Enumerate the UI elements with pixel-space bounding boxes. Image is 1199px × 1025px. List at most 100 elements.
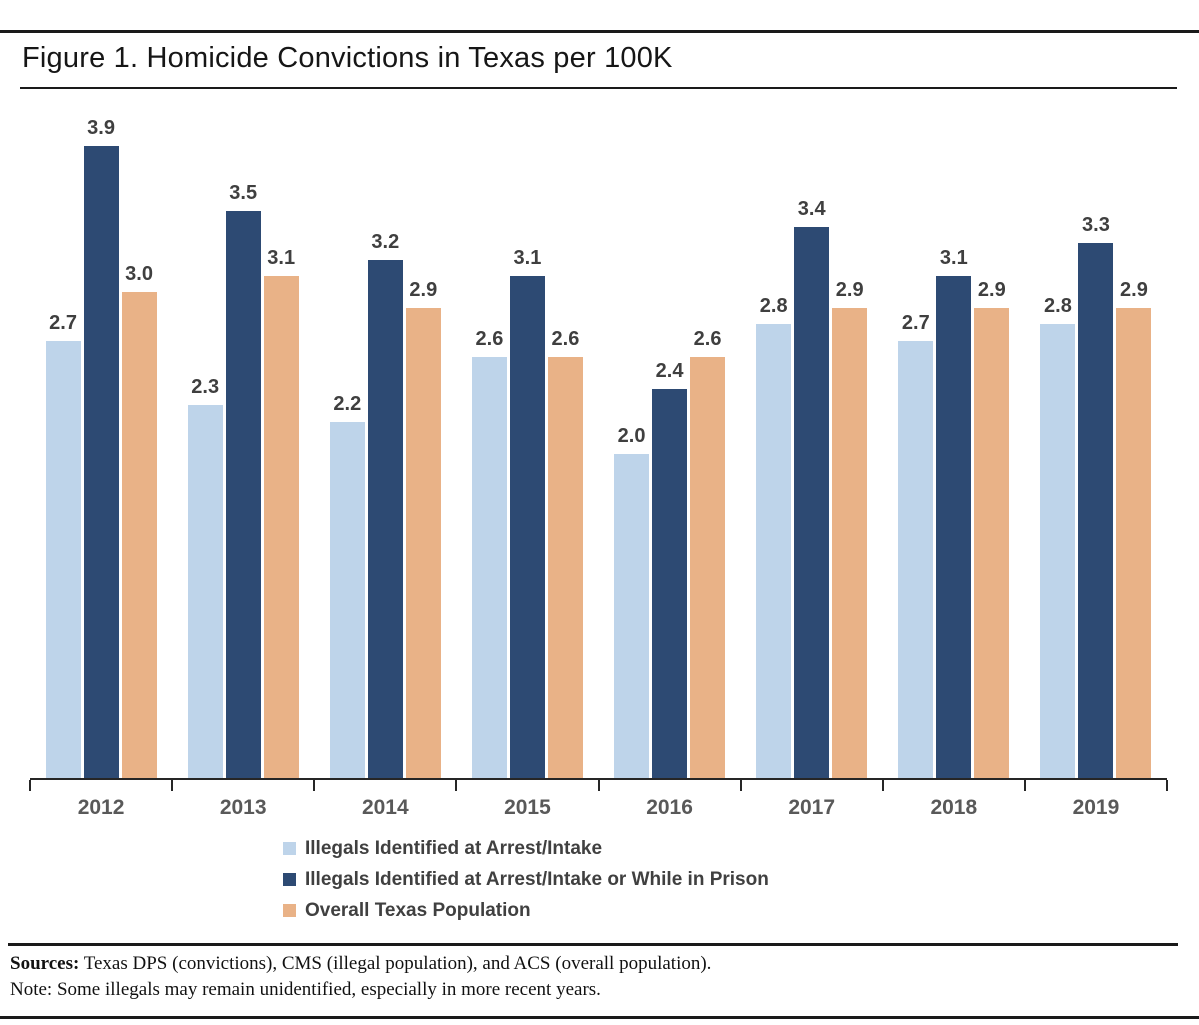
legend-item: Illegals Identified at Arrest/Intake: [283, 836, 769, 861]
bar-wrap: 2.6: [690, 327, 726, 778]
bar-value-label: 2.6: [693, 327, 722, 350]
bar: [614, 454, 650, 778]
bar-value-label: 3.4: [797, 198, 826, 221]
bar-wrap: 2.8: [1040, 295, 1076, 778]
x-tick-label-2017: 2017: [788, 796, 836, 819]
bar: [936, 275, 972, 778]
sources-text: Texas DPS (convictions), CMS (illegal po…: [79, 953, 712, 974]
axis-tick: [29, 780, 31, 791]
bar: [690, 356, 726, 778]
sources-label: Sources:: [10, 953, 80, 974]
bar: [329, 421, 365, 778]
bar-value-label: 2.0: [617, 425, 646, 447]
bar-wrap: 2.9: [832, 279, 868, 778]
legend-item-label: Overall Texas Population: [305, 899, 531, 921]
bar-wrap: 3.9: [83, 117, 119, 778]
bar: [794, 227, 830, 778]
bar: [187, 405, 223, 778]
bar-wrap: 2.8: [756, 295, 792, 778]
bar-value-label: 3.3: [1082, 214, 1110, 237]
bar-wrap: 3.5: [225, 182, 261, 778]
bar: [83, 146, 119, 778]
bar: [547, 356, 583, 778]
axis-tick: [597, 780, 600, 791]
chart-legend: Illegals Identified at Arrest/Intake Ille…: [283, 836, 769, 929]
x-tick-label-2015: 2015: [504, 796, 551, 819]
bar-group-2017: 2.8 3.4 2.9: [741, 100, 883, 778]
bar-wrap: 3.0: [121, 263, 157, 778]
x-tick-label-2018: 2018: [930, 796, 978, 819]
bottom-divider: [0, 1016, 1199, 1019]
legend-item: Illegals Identified at Arrest/Intake or …: [283, 867, 769, 892]
sources-line: Sources: Texas DPS (convictions), CMS (i…: [10, 951, 1180, 977]
bar-wrap: 2.2: [329, 392, 365, 778]
bar: [1078, 243, 1114, 778]
legend-swatch-icon: [283, 904, 296, 917]
legend-swatch-icon: [283, 873, 296, 886]
bar: [832, 308, 868, 778]
axis-tick: [455, 780, 458, 791]
axis-tick: [171, 780, 174, 791]
bar-value-label: 2.8: [1044, 295, 1072, 318]
bar: [509, 275, 545, 778]
bar-wrap: 2.6: [547, 327, 583, 778]
bar: [1116, 308, 1152, 778]
x-tick-label-2016: 2016: [646, 796, 693, 819]
bar-value-label: 3.1: [939, 246, 968, 269]
bar-wrap: 3.4: [794, 198, 830, 778]
bar-value-label: 2.9: [835, 279, 864, 302]
bar: [974, 308, 1010, 778]
bar-wrap: 2.7: [898, 311, 934, 778]
bar-group-2018: 2.7 3.1 2.9: [883, 100, 1025, 778]
bar-wrap: 2.3: [187, 376, 223, 778]
bar: [367, 259, 403, 778]
bar: [405, 308, 441, 778]
footer-divider: [8, 943, 1178, 946]
bar-wrap: 2.0: [614, 425, 650, 778]
footer-notes: Sources: Texas DPS (convictions), CMS (i…: [10, 951, 1180, 1003]
bar: [225, 211, 261, 778]
bar: [45, 340, 81, 778]
bar-wrap: 2.7: [45, 311, 81, 778]
bar-group-2012: 2.7 3.9 3.0: [30, 100, 172, 778]
axis-tick: [881, 780, 884, 791]
bar-wrap: 3.3: [1078, 214, 1114, 778]
bar-wrap: 2.4: [652, 360, 688, 778]
bar-group-2014: 2.2 3.2 2.9: [314, 100, 456, 778]
bar-wrap: 3.1: [509, 247, 545, 778]
top-divider: [0, 30, 1199, 33]
bar-value-label: 3.2: [371, 230, 400, 253]
bar-value-label: 3.1: [267, 246, 296, 269]
axis-tick: [313, 780, 316, 791]
bar: [263, 275, 299, 778]
bar-group-2013: 2.3 3.5 3.1: [172, 100, 314, 778]
x-tick-label-2014: 2014: [361, 796, 409, 819]
axis-tick: [1166, 780, 1168, 791]
legend-item: Overall Texas Population: [283, 898, 769, 923]
bar: [471, 356, 507, 778]
page-title: Figure 1. Homicide Convictions in Texas …: [22, 42, 673, 74]
x-tick-label-2012: 2012: [77, 796, 125, 819]
bar-value-label: 2.4: [655, 360, 684, 383]
bar-chart: 2.7 3.9 3.0 2.3 3.5 3.1 2.2 3.2 2.9 2.6 3.1 2.6 2.0 2…: [29, 100, 1168, 820]
bar-value-label: 2.7: [49, 311, 77, 334]
bar-value-label: 2.9: [409, 279, 438, 302]
bar-value-label: 2.7: [901, 311, 930, 334]
bar-wrap: 2.6: [471, 327, 507, 778]
legend-swatch-icon: [283, 842, 296, 855]
x-axis-labels: 2012 2013 2014 2015 2016 2017 2018 2019: [30, 796, 1167, 820]
bar-value-label: 2.8: [759, 295, 788, 318]
bar-wrap: 3.1: [936, 246, 972, 778]
bar-value-label: 2.2: [333, 392, 362, 415]
bar-value-label: 2.6: [551, 327, 580, 350]
bar: [756, 324, 792, 778]
bar-wrap: 3.2: [367, 230, 403, 778]
bar-value-label: 2.3: [191, 376, 220, 399]
bar: [121, 292, 157, 778]
bar-value-label: 2.6: [475, 327, 504, 350]
bar-group-2016: 2.0 2.4 2.6: [599, 100, 741, 778]
bar-value-label: 2.9: [1120, 279, 1148, 302]
title-divider: [20, 87, 1177, 89]
bar: [652, 389, 688, 778]
bar-value-label: 2.9: [977, 279, 1006, 302]
